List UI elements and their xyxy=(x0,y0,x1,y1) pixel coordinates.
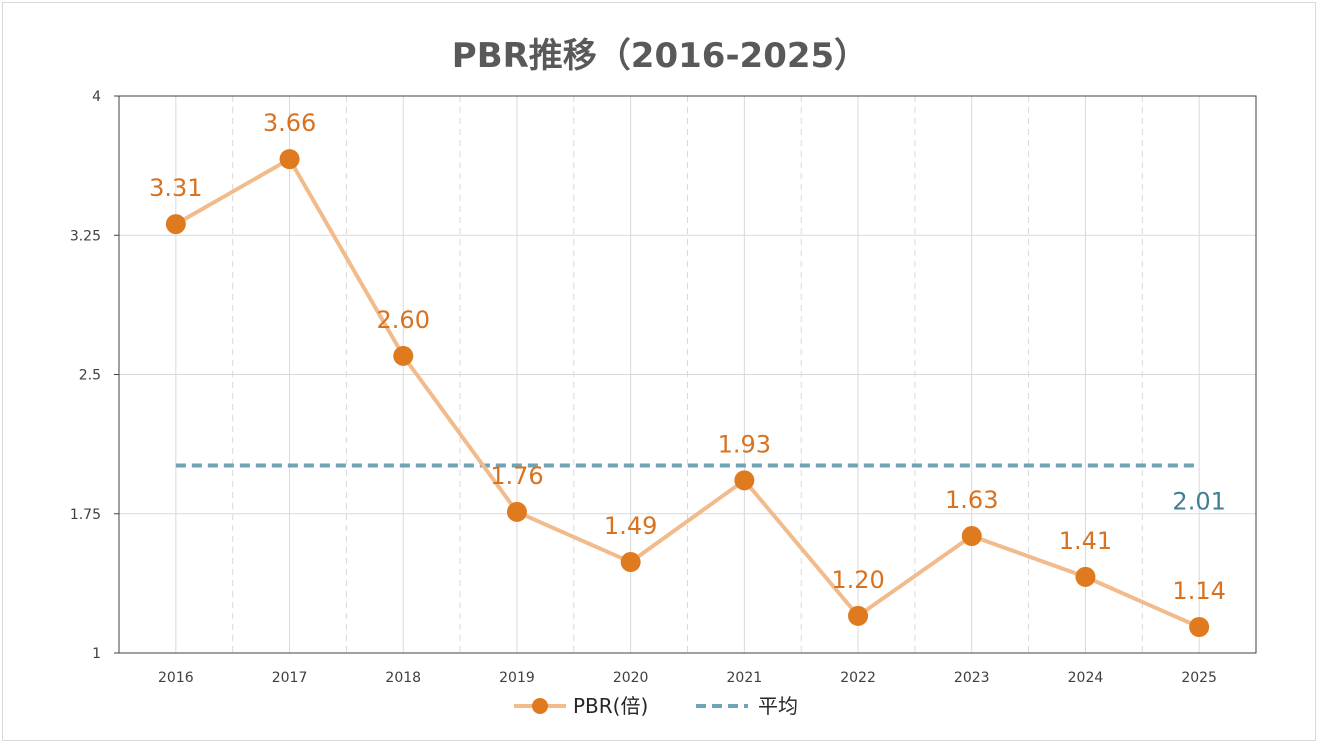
pbr-point xyxy=(393,345,414,366)
pbr-data-label: 1.76 xyxy=(490,462,543,490)
x-tick-label: 2022 xyxy=(840,670,876,686)
x-tick-label: 2021 xyxy=(727,670,763,686)
legend: PBR(倍) 平均 xyxy=(514,694,798,718)
pbr-data-label: 2.60 xyxy=(377,306,430,334)
x-tick-label: 2017 xyxy=(272,670,308,686)
y-tick-label: 3.25 xyxy=(70,228,101,244)
pbr-data-label: 1.14 xyxy=(1172,577,1225,605)
pbr-series xyxy=(165,149,1210,638)
y-tick-label: 4 xyxy=(92,89,101,105)
pbr-data-label: 3.66 xyxy=(263,109,316,137)
legend-pbr-marker xyxy=(532,698,548,714)
y-tick-label: 1.75 xyxy=(70,507,101,523)
pbr-data-label: 1.63 xyxy=(945,486,998,514)
x-tick-label: 2019 xyxy=(499,670,535,686)
chart-title: PBR推移（2016-2025） xyxy=(451,36,869,76)
pbr-point xyxy=(848,605,869,626)
x-tick-label: 2020 xyxy=(613,670,649,686)
x-axis: 2016 2017 2018 2019 2020 2021 2022 2023 2024 2025 xyxy=(158,670,1217,686)
x-tick-label: 2023 xyxy=(954,670,990,686)
pbr-point xyxy=(1189,617,1210,638)
x-tick-label: 2025 xyxy=(1181,670,1217,686)
pbr-point xyxy=(734,470,755,491)
x-tick-label: 2024 xyxy=(1068,670,1104,686)
pbr-point xyxy=(961,526,982,547)
pbr-point xyxy=(165,214,186,235)
pbr-data-label: 1.20 xyxy=(831,566,884,594)
average-series: 2.01 xyxy=(175,463,1226,515)
pbr-point xyxy=(506,501,527,522)
pbr-data-label: 1.41 xyxy=(1059,527,1112,555)
pbr-line xyxy=(174,157,1200,629)
pbr-data-label: 3.31 xyxy=(149,174,202,202)
y-tick-label: 2.5 xyxy=(79,368,101,384)
average-label: 2.01 xyxy=(1172,487,1225,515)
grid-layer xyxy=(119,95,1256,654)
legend-average-label: 平均 xyxy=(758,694,798,718)
pbr-data-label: 1.49 xyxy=(604,512,657,540)
x-tick-label: 2016 xyxy=(158,670,194,686)
data-labels: 3.31 3.66 2.60 1.76 1.49 1.93 1.20 1.63 1.41 1.14 xyxy=(149,109,1226,605)
y-tick-label: 1 xyxy=(92,646,101,662)
legend-pbr-label: PBR(倍) xyxy=(573,694,648,718)
pbr-point xyxy=(1075,566,1096,587)
x-tick-label: 2018 xyxy=(385,670,421,686)
pbr-point xyxy=(620,552,641,573)
y-axis: 1 1.75 2.5 3.25 4 xyxy=(70,89,119,662)
pbr-point xyxy=(279,149,300,170)
pbr-data-label: 1.93 xyxy=(718,430,771,458)
